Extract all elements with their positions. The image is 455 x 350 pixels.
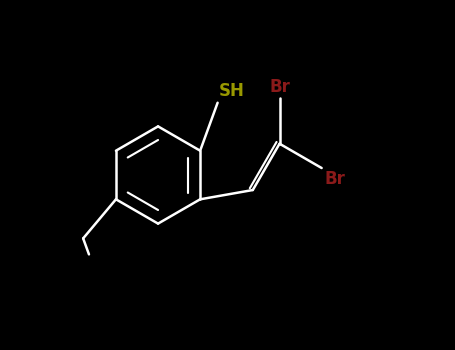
Text: Br: Br xyxy=(269,78,290,96)
Text: Br: Br xyxy=(324,170,345,188)
Text: SH: SH xyxy=(219,82,244,100)
